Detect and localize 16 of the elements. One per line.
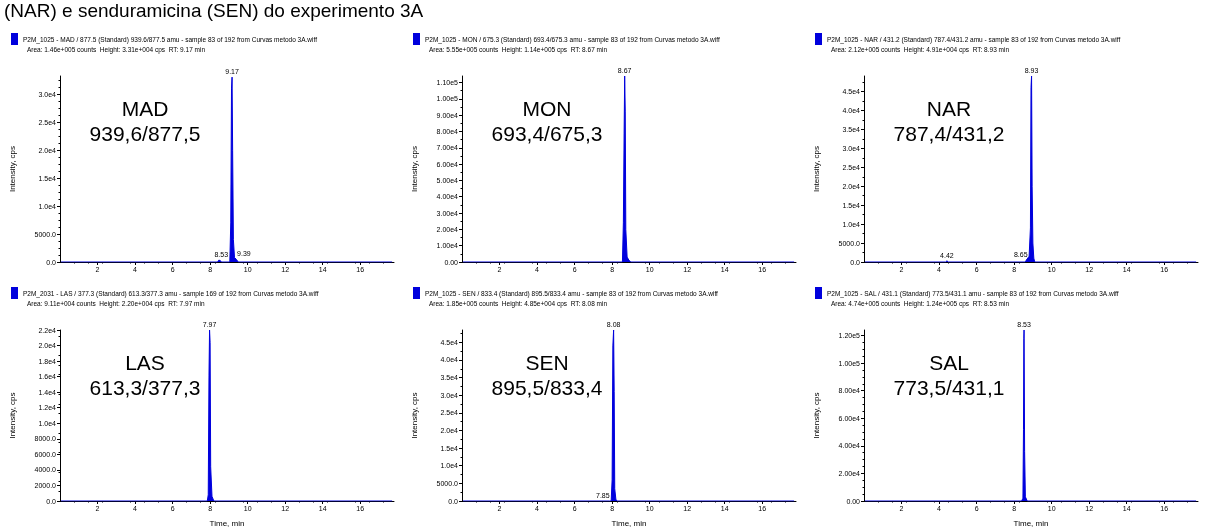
annotation: MAD 939,6/877,5 (89, 97, 201, 145)
annotation: SEN 895,5/833,4 (491, 351, 603, 399)
x-axis-title: Time, min (611, 518, 647, 528)
y-axis-title: Intensity, cps (811, 145, 821, 193)
y-axis-title: Intensity, cps (409, 145, 419, 193)
annotation: LAS 613,3/377,3 (89, 351, 201, 399)
y-axis-title: Intensity, cps (409, 392, 419, 439)
annotation: MON 693,4/675,3 (491, 97, 603, 145)
y-axis-title: Intensity, cps (7, 392, 17, 439)
chart-title: (NAR) e senduramicina (SEN) do experimento 3A (4, 0, 424, 22)
y-axis-title: Intensity, cps (7, 145, 17, 193)
y-axis-title: Intensity, cps (811, 392, 821, 439)
x-axis-title: Time, min (209, 518, 245, 528)
annotation: NAR 787,4/431,2 (893, 97, 1005, 145)
annotation: SAL 773,5/431,1 (893, 351, 1005, 399)
x-axis-title: Time, min (1013, 518, 1049, 528)
